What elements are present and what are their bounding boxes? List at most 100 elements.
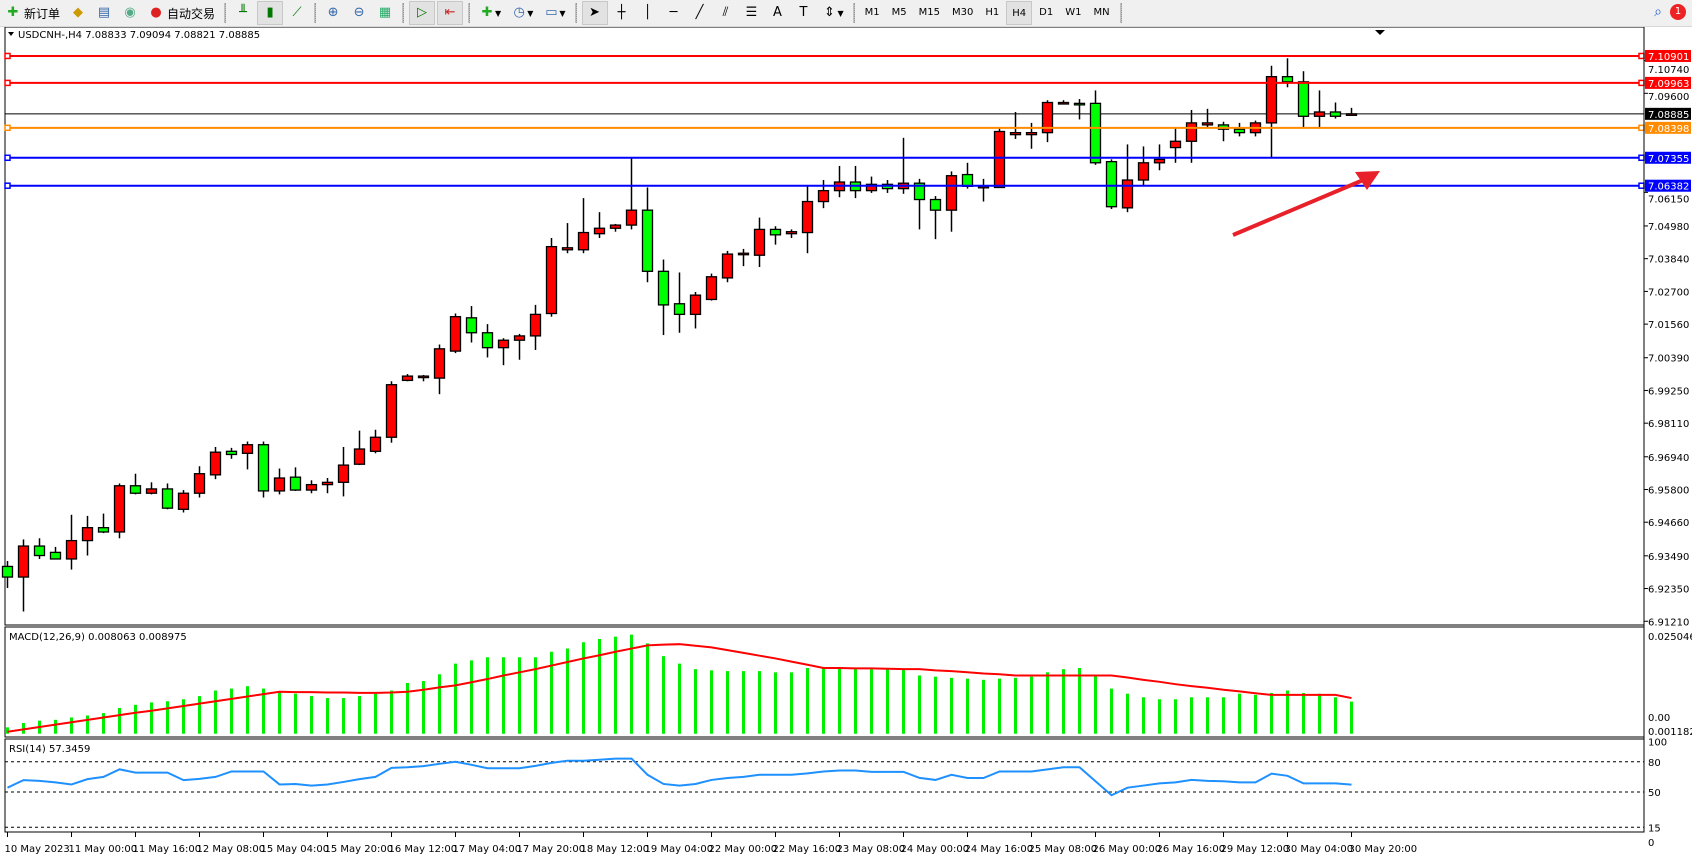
market-watch-button[interactable]: ◆: [66, 2, 90, 24]
candle: [785, 229, 798, 239]
chart-shift-button[interactable]: ▷: [409, 1, 436, 25]
timeframe-h4[interactable]: H4: [1006, 1, 1033, 25]
candle-body: [945, 175, 958, 211]
timeframe-m1[interactable]: M1: [864, 6, 880, 18]
navigator-button[interactable]: ▤: [92, 2, 116, 24]
price-tick-label: 7.00390: [1648, 354, 1689, 365]
text-label-button[interactable]: T: [792, 2, 816, 24]
candle-body: [145, 488, 158, 494]
candle: [1233, 122, 1246, 137]
vertical-line-button[interactable]: │: [636, 2, 660, 24]
notification-badge[interactable]: 1: [1670, 4, 1686, 20]
candle: [273, 468, 286, 495]
signals-button[interactable]: ◉: [118, 2, 142, 24]
candle-body: [657, 270, 670, 306]
candle-body: [1057, 101, 1070, 105]
zoom-in-button[interactable]: ⊕: [321, 2, 345, 24]
bar-chart-button[interactable]: ╨: [231, 2, 255, 24]
chart-shift-icon: ▷: [417, 5, 428, 20]
line-anchor-right: [1638, 124, 1645, 132]
text-button[interactable]: A: [766, 2, 790, 24]
fibo-fan-button[interactable]: ☰: [740, 2, 764, 24]
price-tick-label: 6.98110: [1648, 419, 1689, 430]
trendline-button[interactable]: ╱: [688, 2, 712, 24]
candle-body: [465, 317, 478, 334]
timeframe-m15[interactable]: M15: [918, 6, 941, 18]
candlestick-icon: ▮: [266, 5, 274, 20]
price-tick-label: 7.06150: [1648, 195, 1689, 206]
macd-label: MACD(12,26,9) 0.008063 0.008975: [9, 632, 187, 643]
cursor-button[interactable]: ➤: [581, 1, 608, 25]
candle: [577, 198, 590, 254]
timeframe-mn[interactable]: MN: [1093, 6, 1110, 18]
templates-icon: ▭: [545, 5, 558, 20]
new-order-button[interactable]: ✚ 新订单: [1, 2, 64, 24]
time-label: 17 May 20:00: [517, 844, 586, 855]
fibonacci-button[interactable]: ⫽: [714, 2, 738, 24]
timeframe-m5[interactable]: M5: [891, 6, 907, 18]
time-label: 17 May 04:00: [453, 844, 522, 855]
candle: [353, 430, 366, 466]
toolbar-divider: [468, 3, 471, 23]
toolbar-divider: [314, 3, 317, 23]
timeframe-w1[interactable]: W1: [1065, 6, 1082, 18]
main-toolbar: ✚ 新订单 ◆ ▤ ◉ ● 自动交易 ╨ ▮ ⟋ ⊕ ⊖ ▦ ▷ ⇤ ✚ ▼ ◷ ▼…: [0, 0, 1692, 27]
candle-body: [209, 451, 222, 476]
chart-shift-marker-icon[interactable]: [1375, 30, 1385, 35]
candle-body: [65, 539, 78, 560]
auto-scroll-button[interactable]: ⇤: [437, 1, 464, 25]
candle: [497, 338, 510, 366]
candle: [1105, 159, 1118, 210]
candle-body: [1265, 76, 1278, 124]
navigator-icon: ▤: [97, 5, 111, 20]
candle-body: [609, 224, 622, 229]
time-label: 22 May 00:00: [709, 844, 778, 855]
zoom-out-button[interactable]: ⊖: [347, 2, 371, 24]
periods-button[interactable]: ◷ ▼: [507, 2, 537, 24]
candle: [913, 178, 926, 230]
search-icon[interactable]: ⌕: [1654, 4, 1662, 20]
candle: [225, 447, 238, 459]
arrow-annotation[interactable]: [1232, 176, 1369, 237]
candlestick-button[interactable]: ▮: [257, 1, 284, 25]
candle-body: [769, 228, 782, 236]
candle: [673, 272, 686, 333]
arrows-button[interactable]: ⇕ ▼: [818, 2, 848, 24]
horizontal-line-button[interactable]: ─: [662, 2, 686, 24]
candle-body: [17, 545, 30, 578]
time-label: 24 May 00:00: [901, 844, 970, 855]
candle-body: [929, 198, 942, 211]
line-anchor-left: [4, 52, 11, 60]
candle: [1185, 109, 1198, 163]
candle: [241, 441, 254, 470]
candle: [609, 223, 622, 232]
periods-icon: ◷: [513, 5, 525, 20]
crosshair-button[interactable]: ┼: [610, 2, 634, 24]
candle-body: [385, 384, 398, 438]
line-anchor-left: [4, 124, 11, 132]
toolbar-divider: [852, 3, 855, 23]
candle-body: [1089, 102, 1102, 164]
indicators-button[interactable]: ✚ ▼: [475, 2, 505, 24]
candle-body: [449, 316, 462, 352]
candle-body: [97, 527, 110, 533]
templates-button[interactable]: ▭ ▼: [545, 5, 566, 20]
timeframe-d1[interactable]: D1: [1039, 6, 1054, 18]
timeframe-m30[interactable]: M30: [952, 6, 974, 18]
toolbar-divider: [402, 3, 405, 23]
timeframe-h1[interactable]: H1: [985, 6, 1000, 18]
auto-trading-button[interactable]: ● 自动交易: [144, 2, 219, 24]
trendline-icon: ╱: [695, 5, 704, 20]
line-chart-button[interactable]: ⟋: [285, 2, 309, 24]
candle: [1057, 100, 1070, 105]
candle-body: [481, 332, 494, 349]
candle-body: [1169, 140, 1182, 149]
candle: [1329, 102, 1342, 119]
new-order-icon: ✚: [7, 5, 19, 20]
candle: [129, 473, 142, 495]
tile-windows-button[interactable]: ▦: [373, 2, 397, 24]
candle: [1313, 90, 1326, 128]
timeframe-bar: M1 M5 M15 M30 H1 H4 D1 W1 MN: [859, 1, 1116, 25]
line-anchor-left: [4, 154, 11, 162]
